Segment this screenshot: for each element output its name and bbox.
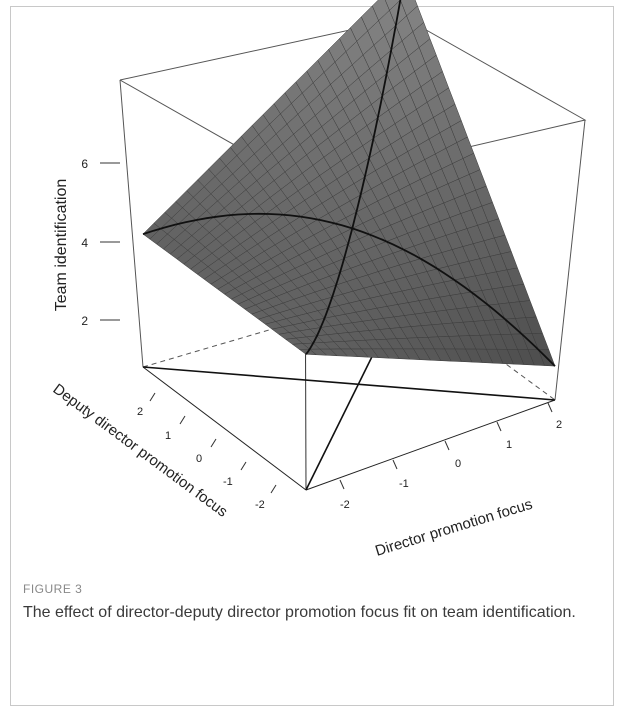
y-tick-label: 1 bbox=[165, 430, 171, 442]
y-axis-title: Deputy director promotion focus bbox=[50, 381, 231, 521]
y-tick-label: 0 bbox=[196, 453, 202, 465]
box-floor-front-left bbox=[142, 366, 307, 491]
y-tick-mark bbox=[179, 415, 186, 425]
y-tick-label: -1 bbox=[223, 476, 233, 488]
x-tick-mark bbox=[496, 421, 502, 432]
box-floor-front-right bbox=[305, 399, 556, 491]
figure-label: FIGURE 3 bbox=[23, 582, 83, 596]
y-tick-mark bbox=[149, 392, 156, 402]
figure-caption: The effect of director-deputy director p… bbox=[23, 604, 576, 621]
x-tick-mark bbox=[339, 479, 345, 490]
x-tick-mark bbox=[444, 440, 450, 451]
z-axis-title: Team identification bbox=[53, 179, 70, 312]
y-axis-ticks bbox=[149, 392, 277, 494]
x-tick-label: -1 bbox=[399, 478, 409, 490]
y-tick-mark bbox=[270, 484, 277, 494]
y-tick-mark bbox=[240, 461, 247, 471]
z-tick-label: 4 bbox=[81, 236, 88, 250]
x-tick-label: 2 bbox=[556, 419, 562, 431]
x-tick-mark bbox=[547, 402, 553, 413]
response-surface bbox=[142, 0, 556, 367]
x-axis-ticks bbox=[339, 402, 553, 490]
y-tick-mark bbox=[210, 438, 217, 448]
box-left-vertical bbox=[119, 79, 144, 368]
x-tick-mark bbox=[392, 459, 398, 470]
z-axis bbox=[100, 162, 120, 321]
x-tick-label: -2 bbox=[340, 499, 350, 511]
x-tick-label: 1 bbox=[506, 439, 512, 451]
surface-cell bbox=[384, 0, 401, 11]
floor-diagonal-1 bbox=[142, 366, 556, 401]
x-axis-title: Director promotion focus bbox=[373, 496, 534, 560]
y-tick-label: -2 bbox=[255, 499, 265, 511]
box-right-vertical bbox=[554, 119, 586, 401]
surface-plot: 6 4 2 Team identification 2 1 0 -1 -2 De… bbox=[50, 0, 587, 560]
z-tick-label: 6 bbox=[81, 157, 88, 171]
y-tick-label: 2 bbox=[137, 406, 143, 418]
x-tick-label: 0 bbox=[455, 458, 461, 470]
surface-diagonal-line bbox=[305, 0, 402, 355]
z-tick-label: 2 bbox=[81, 314, 88, 328]
